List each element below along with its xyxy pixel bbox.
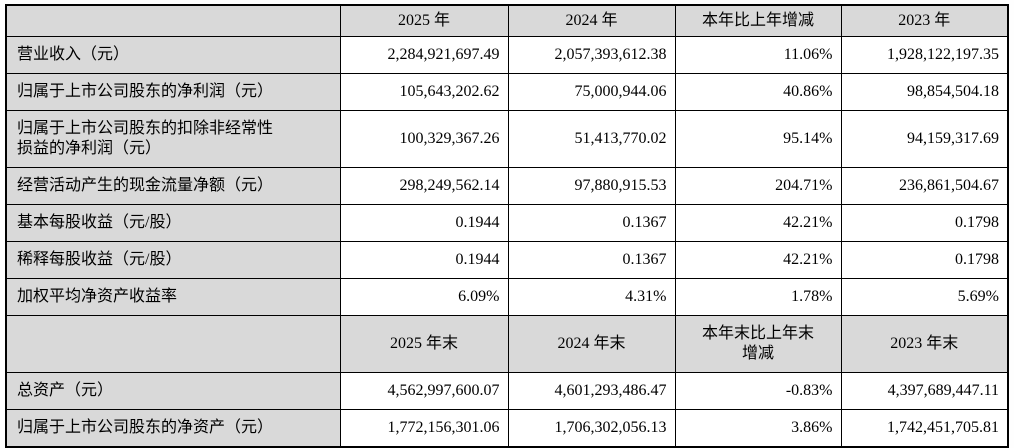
value-cell: 5.69% <box>840 278 1009 316</box>
value-cell: 204.71% <box>674 167 842 205</box>
value-cell: 3.86% <box>674 409 842 448</box>
value-cell: 1,742,451,705.81 <box>840 409 1009 448</box>
header-row: 2025 年 2024 年本年比上年增减 2023 年 <box>5 4 1009 37</box>
header-row: 2025 年末 2024 年末 本年末比上年末 增减 2023 年末 <box>5 315 1009 373</box>
value-cell: 4,601,293,486.47 <box>507 372 676 410</box>
value-cell: 95.14% <box>674 110 842 168</box>
value-cell: 100,329,367.26 <box>339 110 509 168</box>
table-row: 基本每股收益（元/股） 0.1944 0.1367 42.21% 0.1798 <box>5 204 1009 242</box>
value-cell: 1,706,302,056.13 <box>507 409 676 448</box>
value-cell: 1,928,122,197.35 <box>840 36 1009 74</box>
table-row: 加权平均净资产收益率 6.09% 4.31% 1.78% 5.69% <box>5 278 1009 316</box>
value-cell: 75,000,944.06 <box>507 73 676 111</box>
value-cell: 0.1944 <box>339 241 509 279</box>
row-label-cell: 经营活动产生的现金流量净额（元） <box>5 167 341 205</box>
value-cell: 97,880,915.53 <box>507 167 676 205</box>
value-cell: 0.1944 <box>339 204 509 242</box>
value-cell: 42.21% <box>674 204 842 242</box>
value-cell: 4,562,997,600.07 <box>339 372 509 410</box>
value-cell: 105,643,202.62 <box>339 73 509 111</box>
table-row: 归属于上市公司股东的扣除非经常性 损益的净利润（元） 100,329,367.26… <box>5 110 1009 168</box>
header-cell: 2025 年末 <box>339 315 509 373</box>
financial-summary: 2025 年 2024 年本年比上年增减 2023 年营业收入（元） 2,284,92… <box>5 4 1009 448</box>
value-cell: -0.83% <box>674 372 842 410</box>
row-label-cell: 归属于上市公司股东的净利润（元） <box>5 73 341 111</box>
row-label-cell: 基本每股收益（元/股） <box>5 204 341 242</box>
value-cell: 0.1367 <box>507 241 676 279</box>
header-cell: 本年比上年增减 <box>674 4 842 37</box>
value-cell: 4.31% <box>507 278 676 316</box>
value-cell: 236,861,504.67 <box>840 167 1009 205</box>
table-row: 归属于上市公司股东的净资产（元） 1,772,156,301.06 1,706,30… <box>5 409 1009 448</box>
header-cell: 2025 年 <box>339 4 509 37</box>
header-cell-empty <box>5 4 341 37</box>
table-row: 归属于上市公司股东的净利润（元） 105,643,202.62 75,000,944… <box>5 73 1009 111</box>
row-label-cell: 归属于上市公司股东的净资产（元） <box>5 409 341 448</box>
financial-table: 2025 年 2024 年本年比上年增减 2023 年营业收入（元） 2,284,92… <box>5 4 1009 448</box>
header-cell: 2024 年 <box>507 4 676 37</box>
row-label-cell: 稀释每股收益（元/股） <box>5 241 341 279</box>
row-label-cell: 归属于上市公司股东的扣除非经常性 损益的净利润（元） <box>5 110 341 168</box>
value-cell: 98,854,504.18 <box>840 73 1009 111</box>
table-row: 经营活动产生的现金流量净额（元） 298,249,562.14 97,880,915… <box>5 167 1009 205</box>
value-cell: 51,413,770.02 <box>507 110 676 168</box>
value-cell: 2,284,921,697.49 <box>339 36 509 74</box>
table-row: 稀释每股收益（元/股） 0.1944 0.1367 42.21% 0.1798 <box>5 241 1009 279</box>
value-cell: 0.1367 <box>507 204 676 242</box>
value-cell: 2,057,393,612.38 <box>507 36 676 74</box>
value-cell: 11.06% <box>674 36 842 74</box>
row-label-cell: 营业收入（元） <box>5 36 341 74</box>
header-cell: 2023 年 <box>840 4 1009 37</box>
value-cell: 0.1798 <box>840 204 1009 242</box>
row-label-cell: 总资产（元） <box>5 372 341 410</box>
header-cell: 本年末比上年末 增减 <box>674 315 842 373</box>
value-cell: 6.09% <box>339 278 509 316</box>
value-cell: 42.21% <box>674 241 842 279</box>
value-cell: 1,772,156,301.06 <box>339 409 509 448</box>
header-cell-empty <box>5 315 341 373</box>
row-label-cell: 加权平均净资产收益率 <box>5 278 341 316</box>
value-cell: 298,249,562.14 <box>339 167 509 205</box>
value-cell: 94,159,317.69 <box>840 110 1009 168</box>
value-cell: 40.86% <box>674 73 842 111</box>
table-row: 总资产（元） 4,562,997,600.07 4,601,293,486.47 -0… <box>5 372 1009 410</box>
value-cell: 1.78% <box>674 278 842 316</box>
header-cell: 2023 年末 <box>840 315 1009 373</box>
header-cell: 2024 年末 <box>507 315 676 373</box>
table-row: 营业收入（元） 2,284,921,697.49 2,057,393,612.38 1… <box>5 36 1009 74</box>
financial-table-body: 2025 年 2024 年本年比上年增减 2023 年营业收入（元） 2,284,92… <box>5 4 1009 448</box>
value-cell: 4,397,689,447.11 <box>840 372 1009 410</box>
value-cell: 0.1798 <box>840 241 1009 279</box>
